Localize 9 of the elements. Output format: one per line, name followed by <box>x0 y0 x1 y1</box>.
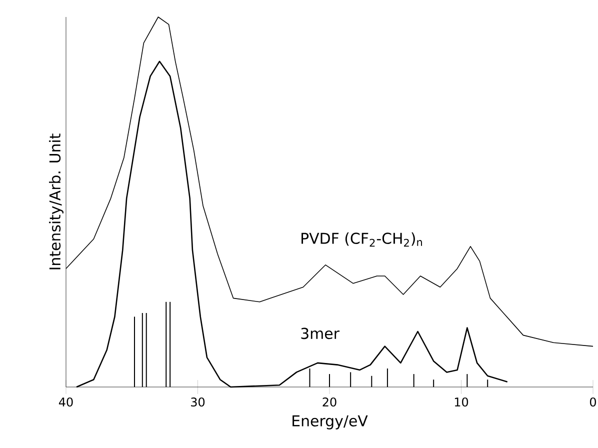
series-label: 3mer <box>301 328 340 340</box>
y-axis-title: Intensity/Arb. Unit <box>49 134 64 270</box>
series-label: PVDF (CF$_{2}$-CH$_{2}$)$_{n}$ <box>302 232 422 247</box>
x-tick-label: 20 <box>322 397 336 407</box>
x-tick-label: 30 <box>191 397 205 407</box>
x-tick-label: 0 <box>590 397 596 407</box>
x-axis-title: Energy/eV <box>292 415 368 430</box>
x-tick-label: 40 <box>58 397 73 407</box>
x-tick-label: 10 <box>454 397 468 407</box>
